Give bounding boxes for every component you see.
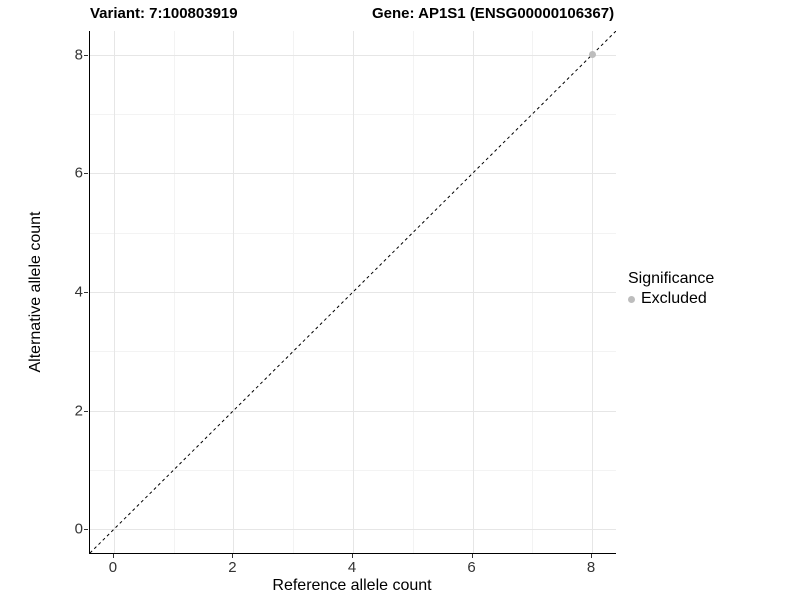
y-tick-mark	[84, 292, 88, 293]
x-tick-label: 8	[586, 559, 596, 576]
legend-title: Significance	[628, 270, 715, 287]
y-tick-mark	[84, 529, 88, 531]
legend-key-dot	[628, 295, 635, 303]
y-tick-label: 4	[74, 283, 83, 301]
y-tick-mark	[84, 54, 88, 56]
x-tick-label: 4	[347, 559, 357, 576]
x-axis-label: Reference allele count	[272, 577, 432, 594]
x-tick-mark	[591, 554, 593, 558]
y-major-gridline	[90, 292, 616, 293]
legend: Significance Excluded	[628, 270, 714, 308]
y-major-gridline	[90, 173, 616, 175]
y-major-gridline	[90, 529, 616, 531]
legend-items: Excluded	[628, 290, 714, 308]
x-tick-mark	[352, 554, 353, 558]
x-tick-label: 2	[228, 559, 237, 576]
plot-title-gene: Gene: AP1S1 (ENSG00000106367)	[372, 5, 615, 22]
plot-panel	[89, 31, 616, 554]
x-tick-mark	[112, 554, 114, 558]
y-tick-label: 6	[74, 164, 83, 182]
legend-item: Excluded	[628, 290, 714, 308]
data-point	[588, 51, 596, 59]
x-tick-label: 0	[108, 559, 118, 576]
y-axis-label: Alternative allele count	[27, 211, 44, 373]
y-tick-mark	[84, 410, 88, 412]
y-major-gridline	[90, 54, 616, 56]
x-tick-mark	[471, 554, 473, 558]
identity-dashed-line	[90, 31, 616, 553]
y-tick-label: 2	[74, 402, 83, 420]
y-major-gridline	[90, 410, 616, 412]
y-tick-label: 0	[74, 520, 83, 538]
x-tick-label: 6	[467, 559, 476, 576]
plot-title-variant: Variant: 7:100803919	[90, 5, 238, 22]
y-tick-mark	[84, 173, 88, 175]
x-tick-mark	[232, 554, 234, 558]
legend-item-label: Excluded	[641, 290, 707, 307]
y-tick-label: 8	[74, 46, 83, 64]
